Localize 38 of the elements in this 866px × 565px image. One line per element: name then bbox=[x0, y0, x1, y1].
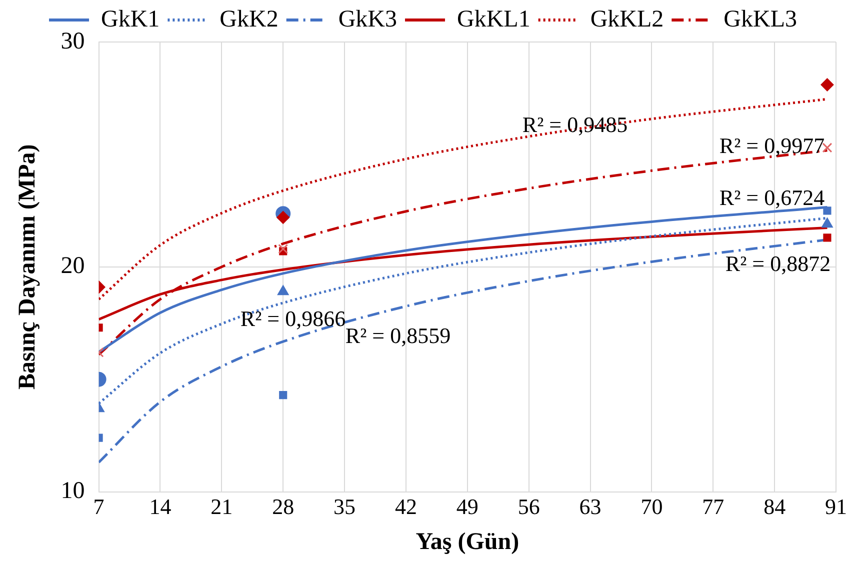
x-tick-label: 91 bbox=[825, 494, 847, 519]
x-tick-label: 56 bbox=[518, 494, 540, 519]
point bbox=[278, 244, 288, 254]
legend-label: GkKL2 bbox=[590, 6, 664, 32]
x-tick-label: 49 bbox=[456, 494, 478, 519]
point bbox=[277, 285, 289, 296]
y-tick-label: 10 bbox=[60, 478, 85, 504]
x-tick-label: 21 bbox=[210, 494, 233, 519]
y-axis-title: Basınç Dayanımı (MPa) bbox=[14, 144, 41, 390]
x-tick-label: 7 bbox=[93, 494, 104, 519]
x-tick-label: 35 bbox=[334, 494, 356, 519]
legend-label: GkK2 bbox=[220, 6, 278, 32]
x-tick-label: 63 bbox=[579, 494, 602, 519]
point bbox=[279, 391, 288, 400]
annotation: R² = 0,9485 bbox=[522, 112, 628, 137]
point bbox=[822, 218, 833, 228]
x-tick-label: 42 bbox=[394, 494, 417, 519]
x-axis-title: Yaş (Gün) bbox=[416, 528, 520, 555]
legend-label: GkKL3 bbox=[724, 6, 797, 32]
legend-label: GkK3 bbox=[338, 6, 398, 32]
y-tick-label: 30 bbox=[60, 28, 85, 54]
point bbox=[276, 210, 290, 224]
y-tick-label: 20 bbox=[60, 253, 85, 280]
x-tick-label: 70 bbox=[640, 494, 663, 519]
x-tick-label: 77 bbox=[702, 494, 724, 519]
x-tick-label: 28 bbox=[272, 494, 294, 519]
annotation: R² = 0,9977 bbox=[719, 132, 825, 158]
x-tick-label: 14 bbox=[149, 494, 172, 519]
x-tick-label: 84 bbox=[764, 494, 786, 519]
legend-label: GkK1 bbox=[101, 6, 160, 32]
annotation: R² = 0,8872 bbox=[725, 250, 831, 276]
annotation: R² = 0,6724 bbox=[719, 184, 825, 210]
annotation: R² = 0,9866 bbox=[240, 306, 346, 331]
point bbox=[823, 206, 832, 215]
point bbox=[820, 78, 834, 92]
legend-label: GkKL1 bbox=[457, 6, 530, 32]
point bbox=[823, 234, 832, 242]
annotation: R² = 0,8559 bbox=[345, 322, 451, 348]
